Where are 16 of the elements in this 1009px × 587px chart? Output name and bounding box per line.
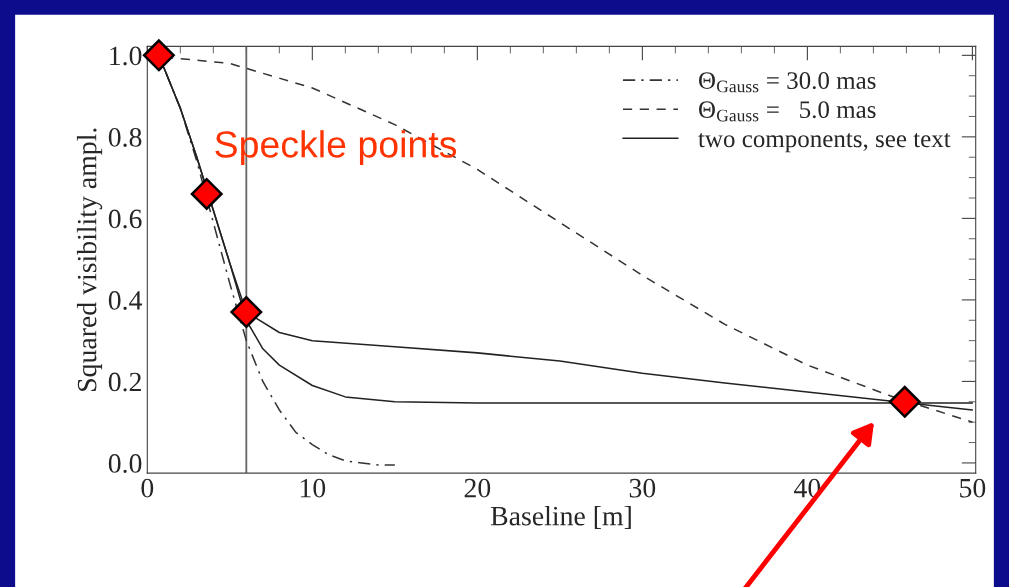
y-tick-label: 0.6 [108, 209, 142, 229]
x-tick-label: 50 [960, 478, 986, 498]
y-tick-label: 0.4 [108, 291, 143, 310]
legend-label: Θ$_{Gauss}$ = 30.0 mas [699, 72, 876, 93]
y-tick-label: 1.0 [110, 46, 142, 66]
y-tick-label: 0.2 [108, 372, 141, 392]
x-axis-title: Baseline [m] [490, 505, 631, 529]
x-tick-label: 20 [464, 478, 491, 498]
legend-label: Θ$_{Gauss}$ = 5.0 mas [699, 101, 876, 122]
x-tick-label: 30 [629, 478, 656, 498]
x-tick-label: 10 [300, 478, 326, 498]
x-tick-label: 0 [141, 478, 154, 498]
y-tick-label: 0.8 [108, 128, 142, 147]
y-axis-title: Squared visibility ampl. [76, 128, 103, 391]
y-tick-label: 0.0 [108, 454, 142, 473]
legend-label: two components, see text [698, 132, 951, 153]
